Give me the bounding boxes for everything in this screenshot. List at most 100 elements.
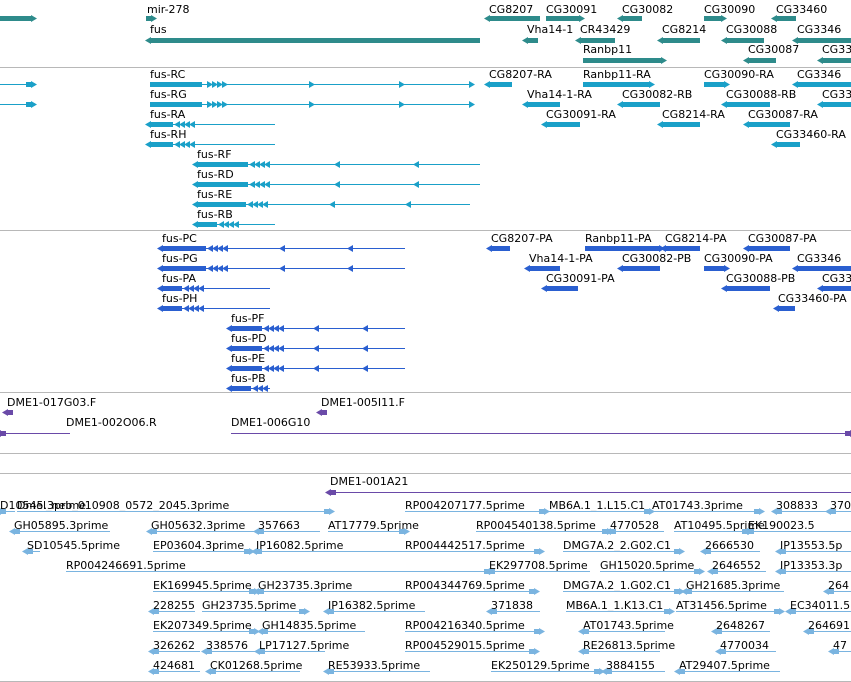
feature-label[interactable]: Vha14-1: [527, 23, 574, 36]
intron-line[interactable]: [0, 104, 32, 105]
feature-block[interactable]: [399, 529, 405, 534]
feature-label[interactable]: AT29407.5prime: [679, 659, 770, 672]
feature-label[interactable]: RP004540138.5prime: [476, 519, 596, 532]
feature-label[interactable]: RP004529015.5prime: [405, 639, 525, 652]
feature-bar[interactable]: [546, 122, 580, 127]
intron-line[interactable]: [153, 671, 200, 672]
feature-block[interactable]: [686, 589, 692, 594]
feature-label[interactable]: CG33460-PA: [778, 292, 847, 305]
feature-block[interactable]: [780, 549, 786, 554]
feature-label[interactable]: AT31456.5prime: [676, 599, 767, 612]
feature-block[interactable]: [845, 431, 851, 436]
feature-bar[interactable]: [726, 102, 770, 107]
feature-block[interactable]: [534, 549, 540, 554]
feature-label[interactable]: fus-PC: [162, 232, 197, 245]
feature-label[interactable]: EK207349.5prime: [153, 619, 252, 632]
feature-label[interactable]: GH05632.3prime: [151, 519, 246, 532]
intron-line[interactable]: [150, 144, 275, 145]
feature-label[interactable]: SD10545.5prime: [27, 539, 120, 552]
feature-label[interactable]: CG30090-PA: [704, 252, 773, 265]
intron-line[interactable]: [583, 651, 660, 652]
feature-block[interactable]: [249, 589, 255, 594]
feature-label[interactable]: AT10495.5prime: [674, 519, 765, 532]
feature-label[interactable]: CG30088: [726, 23, 778, 36]
exon-block[interactable]: [162, 266, 206, 271]
feature-bar[interactable]: [527, 102, 560, 107]
feature-bar[interactable]: [489, 82, 512, 87]
feature-label[interactable]: CG30088-RB: [726, 88, 797, 101]
exon-block[interactable]: [231, 346, 263, 351]
feature-label[interactable]: fus-RA: [150, 108, 186, 121]
feature-block[interactable]: [774, 609, 780, 614]
intron-line[interactable]: [17, 511, 330, 512]
feature-block[interactable]: [153, 649, 159, 654]
intron-line[interactable]: [712, 571, 766, 572]
feature-label[interactable]: RP004344769.5prime: [405, 579, 525, 592]
feature-block[interactable]: [324, 509, 330, 514]
feature-bar[interactable]: [0, 16, 32, 21]
feature-label[interactable]: 371838: [491, 599, 533, 612]
exon-block[interactable]: [150, 122, 173, 127]
feature-block[interactable]: [489, 569, 495, 574]
feature-block[interactable]: [674, 589, 680, 594]
feature-bar[interactable]: [665, 246, 700, 251]
feature-label[interactable]: AT01743.5prime: [583, 619, 674, 632]
feature-block[interactable]: [606, 669, 612, 674]
feature-label[interactable]: CG30090-RA: [704, 68, 774, 81]
feature-label[interactable]: DMG7A.2_1.G02.C1: [563, 579, 672, 592]
feature-label[interactable]: Vha14-1-RA: [527, 88, 592, 101]
feature-block[interactable]: [321, 410, 327, 415]
feature-label[interactable]: DME1-005I11.F: [321, 396, 405, 409]
feature-block[interactable]: [534, 629, 540, 634]
feature-block[interactable]: [259, 649, 265, 654]
intron-line[interactable]: [162, 288, 270, 289]
feature-bar[interactable]: [776, 142, 800, 147]
feature-label[interactable]: 264691: [808, 619, 850, 632]
feature-block[interactable]: [27, 549, 33, 554]
feature-label[interactable]: fus-PE: [231, 352, 266, 365]
intron-line[interactable]: [676, 611, 780, 612]
intron-line[interactable]: [716, 631, 770, 632]
feature-label[interactable]: CG3346: [797, 23, 842, 36]
intron-line[interactable]: [153, 551, 250, 552]
feature-label[interactable]: fus-PH: [162, 292, 198, 305]
feature-label[interactable]: CG30091: [546, 3, 598, 16]
feature-block[interactable]: [529, 589, 535, 594]
feature-label[interactable]: CG8214-RA: [662, 108, 725, 121]
intron-line[interactable]: [833, 651, 851, 652]
feature-block[interactable]: [26, 102, 32, 107]
feature-bar[interactable]: [583, 58, 662, 63]
intron-line[interactable]: [153, 611, 195, 612]
intron-line[interactable]: [808, 631, 851, 632]
intron-line[interactable]: [780, 571, 851, 572]
feature-bar[interactable]: [580, 38, 615, 43]
feature-label[interactable]: 47: [833, 639, 847, 652]
intron-line[interactable]: [405, 631, 540, 632]
feature-bar[interactable]: [150, 38, 480, 43]
feature-label[interactable]: Ranbp11-RA: [583, 68, 651, 81]
feature-block[interactable]: [328, 669, 334, 674]
feature-block[interactable]: [0, 509, 6, 514]
intron-line[interactable]: [210, 671, 300, 672]
feature-label[interactable]: 264: [828, 579, 849, 592]
feature-label[interactable]: 4770034: [720, 639, 769, 652]
feature-bar[interactable]: [822, 102, 851, 107]
feature-label[interactable]: EK250129.5prime: [491, 659, 590, 672]
feature-label[interactable]: CG30087-PA: [748, 232, 817, 245]
feature-block[interactable]: [539, 509, 545, 514]
feature-block[interactable]: [716, 629, 722, 634]
exon-block[interactable]: [150, 142, 173, 147]
exon-block[interactable]: [150, 82, 202, 87]
exon-block[interactable]: [150, 102, 202, 107]
feature-label[interactable]: 2666530: [705, 539, 754, 552]
intron-line[interactable]: [674, 531, 748, 532]
feature-block[interactable]: [258, 529, 264, 534]
intron-line[interactable]: [748, 531, 851, 532]
feature-label[interactable]: fus-PF: [231, 312, 265, 325]
intron-line[interactable]: [258, 531, 320, 532]
intron-line[interactable]: [405, 511, 545, 512]
feature-bar[interactable]: [491, 246, 510, 251]
intron-line[interactable]: [566, 611, 670, 612]
feature-bar[interactable]: [822, 58, 851, 63]
feature-block[interactable]: [790, 609, 796, 614]
